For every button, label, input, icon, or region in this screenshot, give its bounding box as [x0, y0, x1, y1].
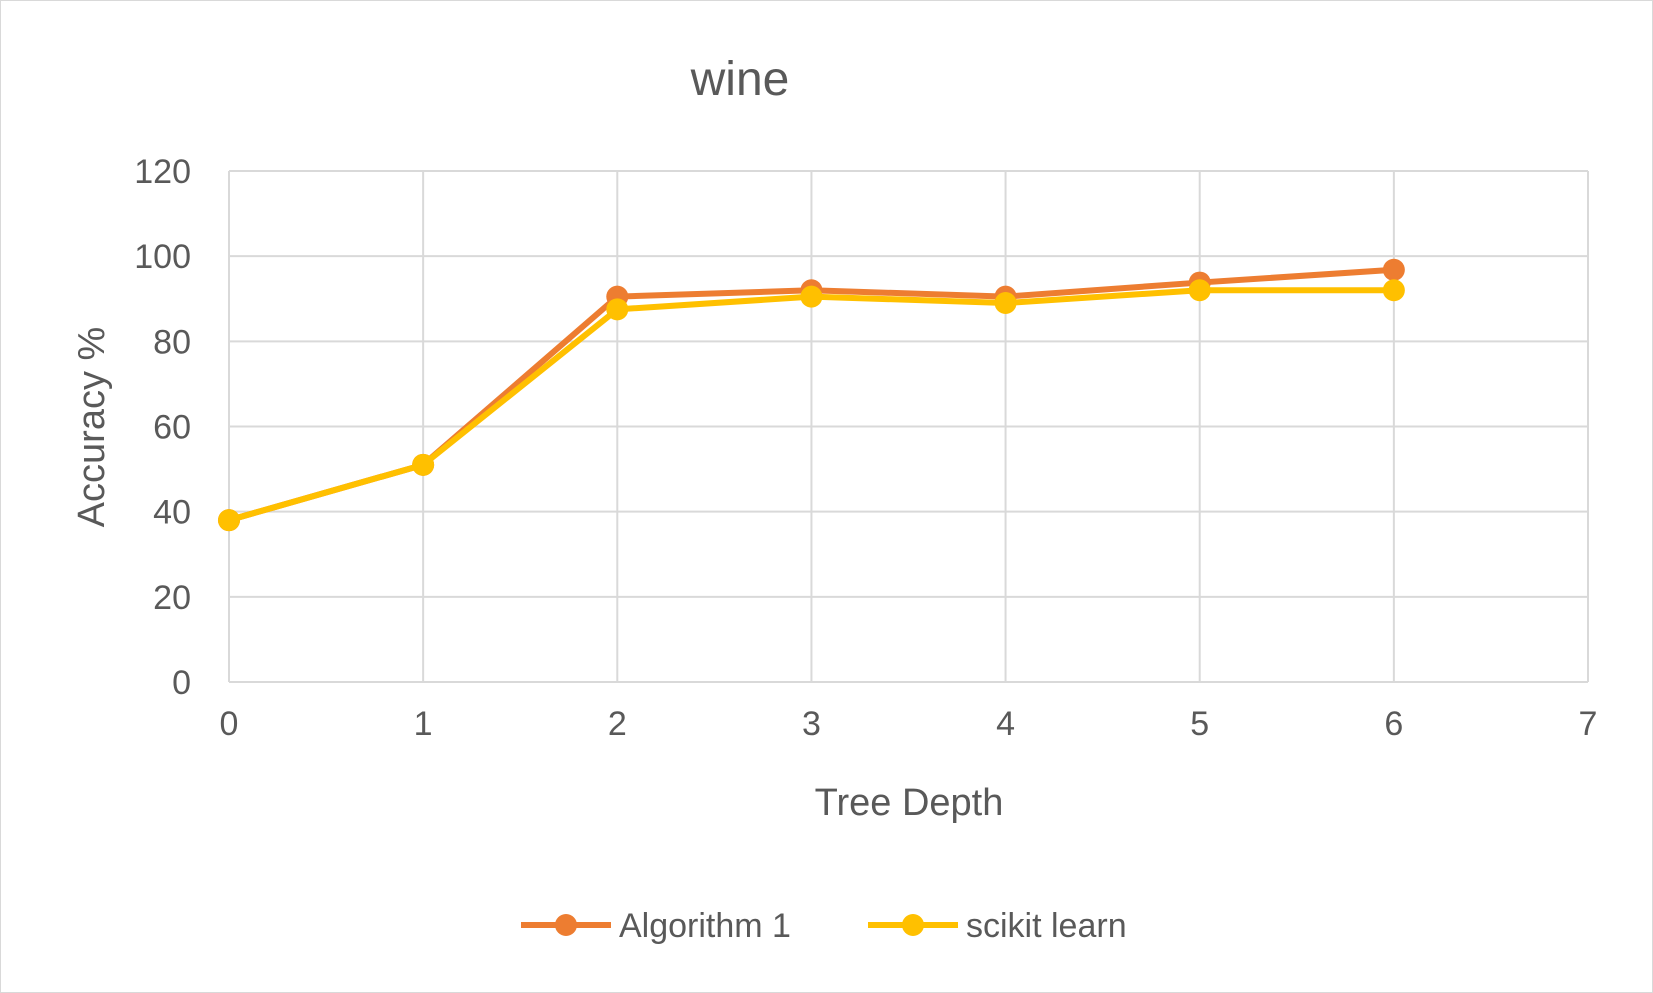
x-tick-label: 3	[802, 705, 821, 743]
y-tick-label: 20	[153, 579, 191, 617]
chart-title: wine	[690, 53, 790, 106]
grid	[228, 170, 1589, 683]
series-scikit-learn	[218, 279, 1405, 532]
data-point-algorithm-1	[1382, 258, 1405, 281]
x-tick-label: 4	[996, 705, 1015, 743]
data-point-scikit-learn	[606, 298, 629, 321]
x-tick-label: 7	[1579, 705, 1598, 743]
legend: Algorithm 1 scikit learn	[521, 907, 1127, 945]
legend-marker-scikit-learn	[902, 914, 924, 936]
x-tick-label: 2	[608, 705, 627, 743]
y-axis-label: Accuracy %	[71, 327, 113, 528]
tick-labels: 0 20 40 60 80 100 120 0 1 2 3 4 5 6 7	[134, 153, 1597, 743]
data-point-scikit-learn	[412, 453, 435, 476]
legend-label: scikit learn	[966, 907, 1127, 945]
y-tick-label: 0	[172, 664, 191, 702]
y-tick-label: 80	[153, 323, 191, 361]
y-tick-label: 60	[153, 409, 191, 447]
data-point-scikit-learn	[1382, 279, 1405, 302]
legend-label: Algorithm 1	[619, 907, 791, 945]
x-tick-label: 5	[1190, 705, 1209, 743]
legend-item-scikit-learn: scikit learn	[868, 907, 1127, 945]
data-point-scikit-learn	[1188, 279, 1211, 302]
x-axis-label: Tree Depth	[815, 782, 1004, 824]
y-tick-label: 100	[134, 238, 191, 276]
data-point-scikit-learn	[800, 285, 823, 308]
y-tick-label: 40	[153, 494, 191, 532]
x-tick-label: 6	[1384, 705, 1403, 743]
series-group	[218, 258, 1405, 532]
y-tick-label: 120	[134, 153, 191, 191]
legend-marker-algorithm-1	[555, 914, 577, 936]
data-point-scikit-learn	[994, 292, 1017, 315]
legend-item-algorithm-1: Algorithm 1	[521, 907, 791, 945]
x-tick-label: 1	[414, 705, 433, 743]
data-point-scikit-learn	[218, 509, 240, 532]
x-tick-label: 0	[220, 705, 239, 743]
